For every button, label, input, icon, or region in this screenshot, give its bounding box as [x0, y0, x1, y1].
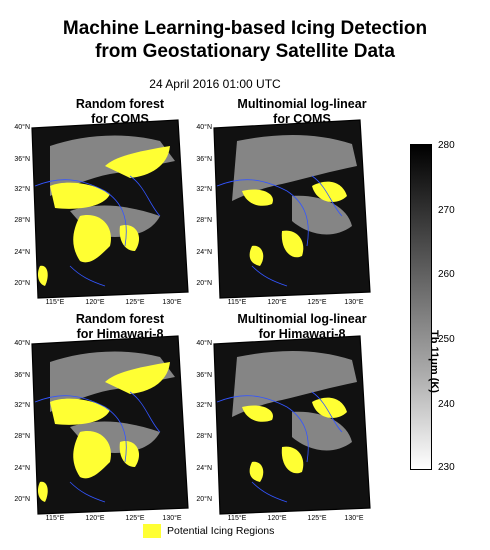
legend-swatch — [143, 524, 161, 538]
lon-tick-label: 130°E — [344, 298, 363, 306]
lon-tick-label: 120°E — [85, 298, 104, 306]
colorbar-tick: 240 — [438, 399, 455, 410]
lon-tick-label: 115°E — [228, 298, 247, 306]
lat-tick-label: 20°N — [14, 495, 30, 503]
lon-tick-label: 125°E — [125, 514, 144, 522]
lat-tick-label: 24°N — [14, 464, 30, 472]
lat-tick-label: 32°N — [14, 401, 30, 409]
lon-tick-label: 130°E — [162, 514, 181, 522]
lat-tick-label: 40°N — [14, 339, 30, 347]
lat-tick-label: 36°N — [196, 371, 212, 379]
lat-tick-label: 20°N — [14, 279, 30, 287]
lat-tick-label: 28°N — [196, 216, 212, 224]
lat-tick-label: 20°N — [196, 279, 212, 287]
lat-tick-label: 24°N — [196, 464, 212, 472]
lon-tick-label: 125°E — [307, 298, 326, 306]
map-rf-himawari: 40°N 36°N 32°N 28°N 24°N 20°N 115°E 120°E 125°E 1… — [14, 335, 189, 522]
lon-tick-label: 115°E — [228, 514, 247, 522]
map-mll-himawari: 40°N 36°N 32°N 28°N 24°N 20°N 115°E 120°E 125°E 1… — [196, 335, 371, 522]
lat-tick-label: 36°N — [14, 371, 30, 379]
datetime-label: 24 April 2016 01:00 UTC — [149, 77, 281, 91]
lon-tick-label: 120°E — [85, 514, 104, 522]
lon-tick-label: 115°E — [46, 514, 65, 522]
lat-tick-label: 40°N — [14, 123, 30, 131]
colorbar — [410, 144, 432, 470]
lon-tick-label: 130°E — [162, 298, 181, 306]
lat-tick-label: 32°N — [14, 185, 30, 193]
legend-label: Potential Icing Regions — [167, 525, 275, 537]
lon-tick-label: 125°E — [125, 298, 144, 306]
lat-tick-label: 24°N — [14, 248, 30, 256]
lat-tick-label: 28°N — [196, 432, 212, 440]
map-rf-coms: 40°N 36°N 32°N 28°N 24°N 20°N 115°E 120°E 125°E 1… — [14, 119, 189, 306]
colorbar-tick: 250 — [438, 334, 455, 345]
title-line-2: from Geostationary Satellite Data — [95, 41, 395, 62]
colorbar-tick: 280 — [438, 140, 455, 151]
lon-tick-label: 115°E — [46, 298, 65, 306]
colorbar-tick: 260 — [438, 269, 455, 280]
lat-tick-label: 32°N — [196, 401, 212, 409]
colorbar-tick: 270 — [438, 205, 455, 216]
title-line-1: Machine Learning-based Icing Detection — [62, 18, 428, 39]
lat-tick-label: 28°N — [14, 432, 30, 440]
lon-tick-label: 120°E — [267, 298, 286, 306]
colorbar-title: Tb 11μm (K) — [428, 330, 440, 393]
lon-tick-label: 130°E — [344, 514, 363, 522]
lat-tick-label: 40°N — [196, 339, 212, 347]
lon-tick-label: 120°E — [267, 514, 286, 522]
lat-tick-label: 32°N — [196, 185, 212, 193]
lat-tick-label: 24°N — [196, 248, 212, 256]
map-mll-coms: 40°N 36°N 32°N 28°N 24°N 20°N 115°E 120°E 125°E 1… — [196, 119, 371, 306]
colorbar-tick: 230 — [438, 462, 455, 473]
lat-tick-label: 28°N — [14, 216, 30, 224]
lat-tick-label: 20°N — [196, 495, 212, 503]
lon-tick-label: 125°E — [307, 514, 326, 522]
lat-tick-label: 36°N — [14, 155, 30, 163]
lat-tick-label: 40°N — [196, 123, 212, 131]
lat-tick-label: 36°N — [196, 155, 212, 163]
